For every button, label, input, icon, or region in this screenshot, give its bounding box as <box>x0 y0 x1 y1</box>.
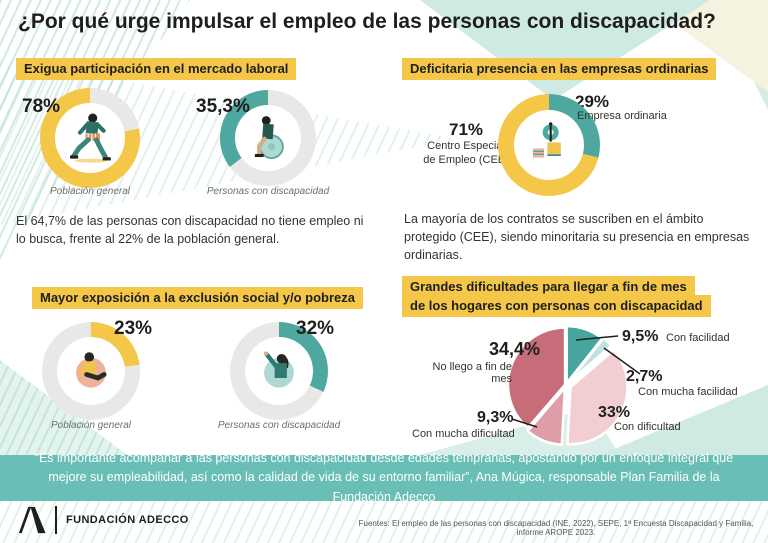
value-general-employment: 78% <box>22 96 61 117</box>
brand-name: FUNDACIÓN ADECCO <box>66 514 189 526</box>
value-disability-exclusion: 32% <box>296 318 335 339</box>
donut-hole <box>55 103 125 173</box>
caption-general-population: Población general <box>49 186 131 197</box>
label-con-facilidad: Con facilidad <box>666 332 730 344</box>
adecco-a-icon <box>18 506 46 534</box>
quote-text: “Es importante acompañar a las personas … <box>34 450 734 504</box>
label-mucha-dificultad: Con mucha dificultad <box>412 428 515 440</box>
caption-general-population: Población general <box>50 420 132 431</box>
value-mucha-dificultad: 9,3% <box>477 409 514 426</box>
raised-arm-person-illustration <box>263 351 294 388</box>
value-no-llego: 34,4% <box>488 339 540 359</box>
heading-household-line2: de los hogares con personas con discapac… <box>402 295 711 317</box>
donut-hole <box>514 110 584 180</box>
heading-ordinary-companies: Deficitaria presencia en las empresas or… <box>402 58 717 80</box>
sitting-person-illustration <box>76 352 107 388</box>
label-mucha-facilidad: Con mucha facilidad <box>638 386 738 398</box>
logo-divider <box>55 506 57 534</box>
donut-hole <box>235 105 301 171</box>
label-cee-line2: de Empleo (CEE) <box>423 153 509 166</box>
fundacion-adecco-logo: FUNDACIÓN ADECCO <box>18 505 189 535</box>
caption-disability-population: Personas con discapacidad <box>217 420 341 431</box>
crane-boxes-illustration <box>532 122 561 158</box>
note-labor-market: El 64,7% de las personas con discapacida… <box>16 214 364 247</box>
note-ordinary-companies: La mayoría de los contratos se suscriben… <box>404 212 750 263</box>
donut-cee-vs-ordinary <box>498 94 600 196</box>
value-con-facilidad: 9,5% <box>622 328 659 345</box>
value-general-exclusion: 23% <box>114 318 153 339</box>
quote-banner: “Es importante acompañar a las personas … <box>0 451 768 504</box>
donut-employment-disability <box>220 90 316 186</box>
donut-hole <box>57 337 125 405</box>
value-mucha-facilidad: 2,7% <box>626 368 663 385</box>
wheelchair-person-illustration <box>254 116 284 159</box>
donut-hole <box>245 337 313 405</box>
value-disability-employment: 35,3% <box>196 96 250 117</box>
label-con-dificultad: Con dificultad <box>614 421 681 433</box>
cee-label-block: 71% Centro Especial de Empleo (CEE) <box>414 120 518 168</box>
label-ordinary-company: Empresa ordinaria <box>577 110 667 122</box>
heading-exclusion: Mayor exposición a la exclusión social y… <box>32 287 363 309</box>
heading-household-line1: Grandes dificultades para llegar a fin d… <box>402 276 695 298</box>
donut-exclusion-disability <box>230 322 328 420</box>
page-title: ¿Por qué urge impulsar el empleo de las … <box>18 10 716 33</box>
heading-labor-market: Exigua participación en el mercado labor… <box>16 58 297 80</box>
sources-text: Fuentes: El empleo de las personas con d… <box>358 519 754 537</box>
label-no-llego: No llego a fin de mes <box>432 361 513 385</box>
value-con-dificultad: 33% <box>598 404 631 421</box>
value-cee: 71% <box>448 120 484 139</box>
running-person-illustration <box>70 113 111 163</box>
caption-disability-population: Personas con discapacidad <box>206 186 330 197</box>
label-cee-line1: Centro Especial <box>427 140 505 152</box>
